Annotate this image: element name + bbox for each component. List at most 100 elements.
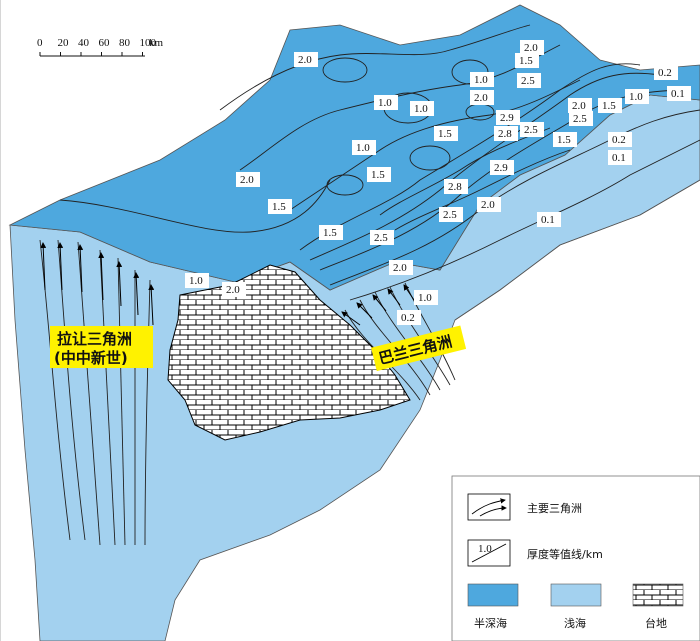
contour-label-box <box>515 53 539 68</box>
contour-label: 2.8 <box>444 179 468 194</box>
contour-label: 2.0 <box>477 197 501 212</box>
contour-label-text: 0.2 <box>401 312 415 324</box>
contour-label-text: 2.0 <box>226 284 240 296</box>
contour-label: 2.8 <box>494 126 518 141</box>
legend-isopach-sample: 1.0 <box>478 543 492 555</box>
contour-label-box <box>414 290 438 305</box>
contour-label-box <box>667 86 691 101</box>
coastline <box>454 179 700 321</box>
contour-label: 1.0 <box>352 140 376 155</box>
contour-label-box <box>444 179 468 194</box>
contour-label: 0.2 <box>654 65 678 80</box>
legend-shallow-label: 浅海 <box>564 616 586 630</box>
legend-semi-deep-label: 半深海 <box>474 616 507 630</box>
legend-delta-label: 主要三角洲 <box>527 502 582 515</box>
contour-label-box <box>268 199 292 214</box>
contour-label: 1.5 <box>319 225 343 240</box>
contour-label-text: 1.0 <box>189 275 203 287</box>
contour-label: 0.2 <box>397 310 421 325</box>
contour-label: 1.5 <box>515 53 539 68</box>
contour-label-text: 2.5 <box>573 113 587 125</box>
contour-label: 1.5 <box>553 132 577 147</box>
lara-delta-label: 拉让三角洲 (中中新世) <box>50 326 153 368</box>
contour-label-text: 1.5 <box>557 134 571 146</box>
contour-label-box <box>434 126 458 141</box>
contour-label-text: 2.5 <box>524 124 538 136</box>
contour-label-box <box>352 140 376 155</box>
contour-label: 1.0 <box>374 95 398 110</box>
contour-label: 2.0 <box>236 172 260 187</box>
legend-isopach-label: 厚度等值线/km <box>527 547 603 561</box>
contour-label-box <box>222 282 246 297</box>
contour-label: 2.0 <box>520 40 544 55</box>
contour-label: 0.2 <box>608 132 632 147</box>
contour-label: 2.5 <box>517 73 541 88</box>
contour-label-box <box>625 89 649 104</box>
lara-delta-age: (中中新世) <box>54 349 128 367</box>
contour-label-text: 2.8 <box>498 128 512 140</box>
baram-delta-arrows <box>341 284 415 326</box>
contour-label-text: 1.0 <box>629 91 643 103</box>
contour-labels: 2.0 1.52.51.01.0 1.02.00.20.12.92.81.5 2.51… <box>185 40 691 325</box>
contour-label-box <box>537 212 561 227</box>
contour-label-text: 1.5 <box>272 201 286 213</box>
contour-label-text: 1.5 <box>438 128 452 140</box>
scale-tick-label: 80 <box>119 37 131 49</box>
contour-label-text: 0.2 <box>612 134 626 146</box>
contour-label: 2.5 <box>520 122 544 137</box>
contour-label-text: 2.9 <box>494 162 508 174</box>
contour-label-box <box>496 110 520 125</box>
contour-label: 2.5 <box>569 111 593 126</box>
contour-label: 2.9 <box>490 160 514 175</box>
contour-label-text: 2.5 <box>443 209 457 221</box>
contour-label-text: 2.5 <box>521 75 535 87</box>
contour-label-box <box>397 310 421 325</box>
contour-label-box <box>370 230 394 245</box>
scale-unit: km <box>149 37 164 49</box>
contour-label-box <box>598 98 622 113</box>
contour-label-text: 2.8 <box>448 181 462 193</box>
contour-label-text: 2.0 <box>572 100 586 112</box>
contour-label-text: 2.0 <box>474 92 488 104</box>
contour-label-box <box>494 126 518 141</box>
contour-label-box <box>520 40 544 55</box>
contour-label-box <box>374 95 398 110</box>
contour-label-text: 2.0 <box>240 174 254 186</box>
contour-label-box <box>410 101 434 116</box>
contour-label: 0.1 <box>537 212 561 227</box>
contour-label-box <box>319 225 343 240</box>
scale-tick-label: 40 <box>78 37 90 49</box>
scale-tick-label: 20 <box>58 37 70 49</box>
contour-label: 2.0 <box>389 260 413 275</box>
contour-label-text: 1.5 <box>519 55 533 67</box>
contour-label: 2.5 <box>439 207 463 222</box>
contour-label-box <box>490 160 514 175</box>
contour-label: 1.0 <box>185 273 209 288</box>
contour-label-text: 0.1 <box>541 214 555 226</box>
contour-label-text: 1.5 <box>323 227 337 239</box>
legend: 主要三角洲 1.0 厚度等值线/km 半深海 浅海 台地 <box>451 475 700 641</box>
contour-label-box <box>553 132 577 147</box>
scale-tick-label: 60 <box>99 37 111 49</box>
contour-label-box <box>517 73 541 88</box>
contour-label-box <box>608 150 632 165</box>
lara-delta-name: 拉让三角洲 <box>57 330 132 348</box>
contour-label-box <box>470 90 494 105</box>
contour-label: 1.0 <box>410 101 434 116</box>
contour-label-text: 0.1 <box>671 88 685 100</box>
contour-label-text: 2.9 <box>500 112 514 124</box>
contour-label-box <box>294 52 318 67</box>
contour-label-box <box>569 111 593 126</box>
contour-label-text: 1.0 <box>378 97 392 109</box>
scale-tick-label: 0 <box>37 37 43 49</box>
contour-label: 2.0 <box>222 282 246 297</box>
contour-label: 1.0 <box>625 89 649 104</box>
contour-label: 0.1 <box>608 150 632 165</box>
contour-label: 2.9 <box>496 110 520 125</box>
contour-label-box <box>367 167 391 182</box>
contour-label: 2.0 <box>470 90 494 105</box>
contour-label-text: 2.0 <box>481 199 495 211</box>
contour-label-text: 1.0 <box>474 74 488 86</box>
contour-label: 2.0 <box>294 52 318 67</box>
